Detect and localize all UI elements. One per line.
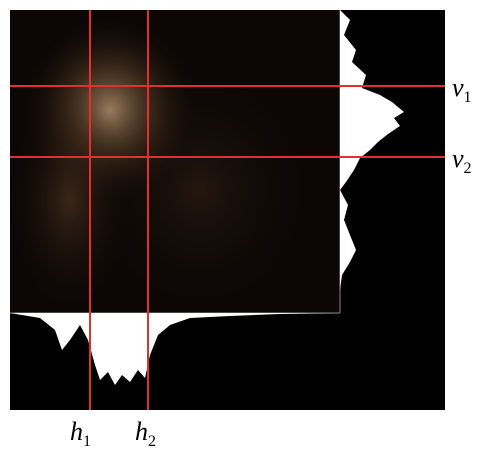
label-subscript: 1: [83, 433, 91, 450]
vertical-profile: [340, 10, 404, 290]
v2-label: v2: [452, 144, 472, 177]
label-subscript: 2: [148, 433, 156, 450]
label-letter: h: [70, 417, 83, 446]
v1-label: v1: [452, 73, 472, 106]
horizontal-profile: [10, 313, 340, 385]
cursor-lines: [10, 10, 445, 410]
label-letter: h: [135, 417, 148, 446]
h1-label: h1: [70, 417, 91, 450]
label-letter: v: [452, 73, 464, 102]
label-letter: v: [452, 144, 464, 173]
label-subscript: 1: [464, 89, 472, 106]
micrograph: [10, 10, 340, 313]
h2-label: h2: [135, 417, 156, 450]
label-subscript: 2: [464, 160, 472, 177]
